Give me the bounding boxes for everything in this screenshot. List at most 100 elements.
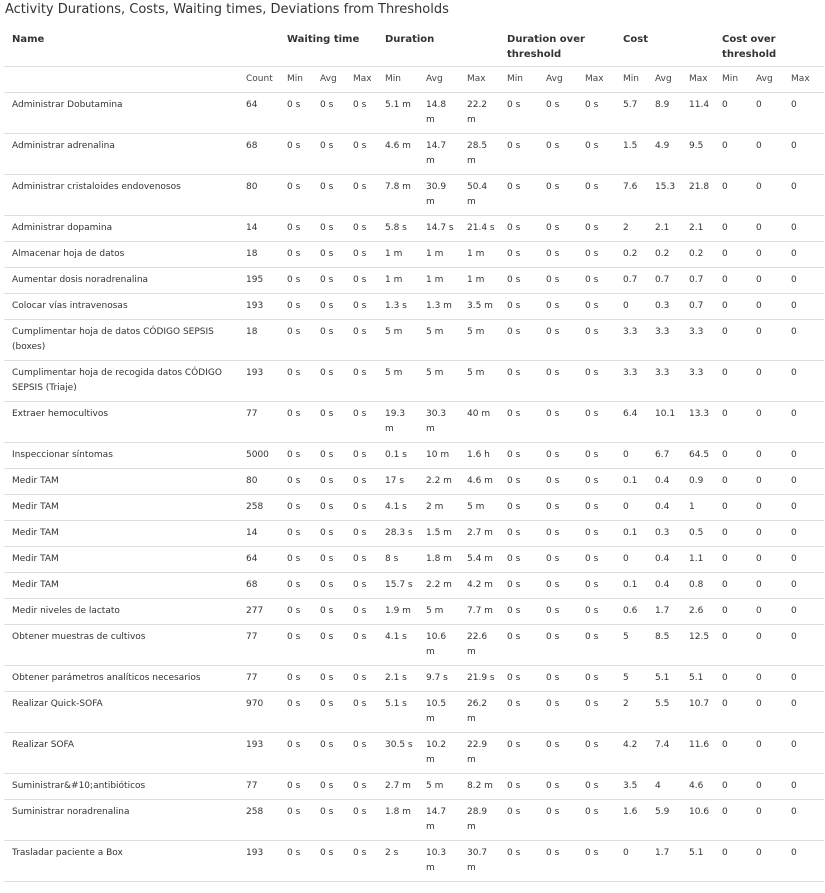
- activity-name-cell: Medir TAM: [4, 546, 238, 573]
- cost-avg-cell: 0.3: [647, 293, 682, 320]
- cost-min-cell: 6.4: [615, 401, 648, 443]
- waiting-min-cell: 0 s: [279, 840, 312, 882]
- cost-min-cell: 5.7: [615, 92, 648, 134]
- waiting-min-cell: 0 s: [279, 732, 312, 774]
- duration-max-cell: 22.6 m: [459, 624, 500, 666]
- cost-over-max-cell: 0: [783, 732, 825, 774]
- waiting-min-cell: 0 s: [279, 215, 312, 242]
- duration-over-avg-cell: 0 s: [538, 665, 578, 692]
- duration-avg-cell: 5 m: [418, 360, 459, 402]
- cost-over-min-cell: 0: [714, 624, 749, 666]
- count-cell: 14: [238, 215, 279, 242]
- duration-over-min-cell: 0 s: [499, 572, 539, 599]
- duration-over-max-cell: 0 s: [577, 215, 616, 242]
- duration-over-min-cell: 0 s: [499, 799, 539, 841]
- cost-max-cell: 0.2: [681, 241, 715, 268]
- activity-name-cell: Administrar cristaloides endovenosos: [4, 174, 238, 216]
- activity-name-cell: Medir TAM: [4, 494, 238, 521]
- count-cell: 77: [238, 624, 279, 666]
- duration-avg-cell: 5 m: [418, 319, 459, 361]
- cost-over-max-cell: 0: [783, 92, 825, 134]
- activity-stats-table: Name Waiting time Duration Duration over…: [4, 26, 825, 882]
- waiting-max-cell: 0 s: [345, 241, 377, 268]
- cost-max-cell: 9.5: [681, 133, 715, 175]
- duration-over-max-cell: 0 s: [577, 267, 616, 294]
- cost-avg-cell: 1.7: [647, 598, 682, 625]
- count-cell: 18: [238, 241, 279, 268]
- sub-header-cost-over-avg: Avg: [748, 66, 784, 93]
- duration-over-avg-cell: 0 s: [538, 691, 578, 733]
- count-cell: 77: [238, 665, 279, 692]
- duration-min-cell: 2.7 m: [377, 773, 418, 800]
- activity-name-cell: Realizar SOFA: [4, 732, 238, 774]
- sub-header-waiting-avg: Avg: [312, 66, 345, 93]
- duration-over-max-cell: 0 s: [577, 691, 616, 733]
- duration-over-max-cell: 0 s: [577, 732, 616, 774]
- cost-over-min-cell: 0: [714, 174, 749, 216]
- duration-min-cell: 8 s: [377, 546, 418, 573]
- duration-max-cell: 1.6 h: [459, 442, 500, 469]
- duration-max-cell: 5.4 m: [459, 546, 500, 573]
- duration-over-avg-cell: 0 s: [538, 773, 578, 800]
- cost-over-min-cell: 0: [714, 92, 749, 134]
- waiting-avg-cell: 0 s: [312, 360, 345, 402]
- duration-over-avg-cell: 0 s: [538, 241, 578, 268]
- duration-min-cell: 1 m: [377, 267, 418, 294]
- cost-over-max-cell: 0: [783, 293, 825, 320]
- waiting-min-cell: 0 s: [279, 546, 312, 573]
- waiting-avg-cell: 0 s: [312, 691, 345, 733]
- cost-max-cell: 1: [681, 494, 715, 521]
- cost-max-cell: 21.8: [681, 174, 715, 216]
- duration-avg-cell: 9.7 s: [418, 665, 459, 692]
- duration-over-max-cell: 0 s: [577, 494, 616, 521]
- waiting-avg-cell: 0 s: [312, 174, 345, 216]
- duration-over-min-cell: 0 s: [499, 401, 539, 443]
- count-cell: 64: [238, 92, 279, 134]
- sub-header-cost-max: Max: [681, 66, 715, 93]
- waiting-avg-cell: 0 s: [312, 773, 345, 800]
- waiting-max-cell: 0 s: [345, 840, 377, 882]
- duration-min-cell: 1.8 m: [377, 799, 418, 841]
- duration-over-max-cell: 0 s: [577, 773, 616, 800]
- cost-min-cell: 2: [615, 215, 648, 242]
- cost-min-cell: 0.6: [615, 598, 648, 625]
- cost-over-min-cell: 0: [714, 241, 749, 268]
- cost-avg-cell: 15.3: [647, 174, 682, 216]
- cost-avg-cell: 0.3: [647, 520, 682, 547]
- waiting-max-cell: 0 s: [345, 773, 377, 800]
- cost-over-avg-cell: 0: [748, 691, 784, 733]
- duration-max-cell: 4.2 m: [459, 572, 500, 599]
- duration-over-max-cell: 0 s: [577, 442, 616, 469]
- cost-over-min-cell: 0: [714, 215, 749, 242]
- activity-name-cell: Suministrar noradrenalina: [4, 799, 238, 841]
- waiting-min-cell: 0 s: [279, 442, 312, 469]
- sub-header-row: Count Min Avg Max Min Avg Max Min Avg Ma…: [4, 66, 825, 93]
- duration-over-max-cell: 0 s: [577, 665, 616, 692]
- count-cell: 77: [238, 773, 279, 800]
- cost-over-avg-cell: 0: [748, 572, 784, 599]
- duration-over-max-cell: 0 s: [577, 572, 616, 599]
- duration-avg-cell: 2 m: [418, 494, 459, 521]
- cost-min-cell: 3.5: [615, 773, 648, 800]
- cost-over-avg-cell: 0: [748, 174, 784, 216]
- waiting-min-cell: 0 s: [279, 520, 312, 547]
- duration-avg-cell: 10.2 m: [418, 732, 459, 774]
- waiting-min-cell: 0 s: [279, 241, 312, 268]
- waiting-min-cell: 0 s: [279, 494, 312, 521]
- duration-avg-cell: 1 m: [418, 267, 459, 294]
- duration-over-max-cell: 0 s: [577, 624, 616, 666]
- count-cell: 258: [238, 494, 279, 521]
- waiting-avg-cell: 0 s: [312, 624, 345, 666]
- activity-name-cell: Aumentar dosis noradrenalina: [4, 267, 238, 294]
- duration-over-max-cell: 0 s: [577, 546, 616, 573]
- cost-over-avg-cell: 0: [748, 598, 784, 625]
- duration-over-min-cell: 0 s: [499, 92, 539, 134]
- cost-max-cell: 64.5: [681, 442, 715, 469]
